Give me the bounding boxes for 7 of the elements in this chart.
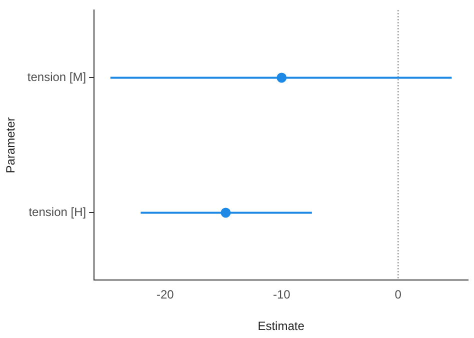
x-tick-label: -10 xyxy=(272,288,291,302)
y-tick-label: tension [M] xyxy=(27,70,86,84)
x-tick-label: -20 xyxy=(156,288,174,302)
x-axis-title: Estimate xyxy=(258,319,305,334)
y-axis-title: Parameter xyxy=(4,117,18,174)
x-tick-label: 0 xyxy=(394,288,402,302)
y-tick-label: tension [H] xyxy=(28,205,86,220)
